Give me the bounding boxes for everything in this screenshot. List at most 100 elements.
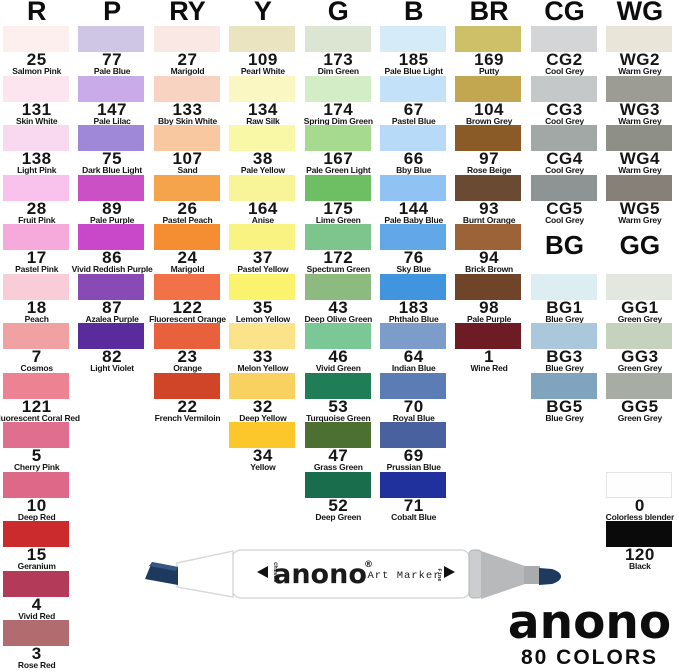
fine-arrow-icon	[444, 566, 455, 578]
swatch-code-27: 27	[177, 50, 198, 69]
swatch-133	[153, 75, 220, 102]
swatch-code-32: 32	[252, 396, 273, 416]
swatch-name-25: Salmon Pink	[12, 66, 62, 76]
swatch-4	[3, 570, 69, 597]
swatch-BG3	[530, 323, 597, 349]
swatch-name-70: Royal Blue	[392, 412, 435, 423]
swatch-32	[229, 372, 296, 399]
swatch-167	[304, 125, 371, 151]
swatch-name-46: Vivid Green	[315, 363, 361, 373]
swatch-code-BG1: BG1	[546, 297, 583, 317]
swatch-24	[153, 224, 220, 250]
swatch-1	[455, 323, 522, 349]
swatch-name-75: Dark Blue Light	[82, 165, 142, 175]
swatch-185	[380, 26, 446, 52]
swatch-name-94: Brick Brown	[465, 264, 514, 274]
swatch-name-147: Pale Lilac	[93, 115, 131, 126]
swatch-name-CG5: Cool Grey	[545, 214, 584, 225]
swatch-75	[78, 125, 145, 151]
swatch-53	[304, 372, 371, 399]
swatch-name-15: Geranium	[17, 561, 56, 571]
swatch-code-34: 34	[252, 446, 273, 465]
column-header-CG: CG	[544, 0, 585, 26]
swatch-name-38: Pale Yellow	[240, 165, 285, 175]
swatch-code-122: 122	[172, 297, 203, 317]
swatch-code-147: 147	[97, 99, 128, 119]
swatch-CG3	[530, 75, 597, 102]
marker-type-text: Art Marker	[367, 570, 440, 582]
swatch-name-33: Melon Yellow	[237, 363, 289, 373]
swatch-134	[229, 75, 296, 102]
swatch-code-75: 75	[102, 149, 123, 168]
swatch-name-167: Pale Green Light	[306, 165, 371, 175]
swatch-code-GG3: GG3	[621, 347, 659, 366]
swatch-GG1	[606, 273, 673, 300]
swatch-104	[455, 75, 522, 102]
swatch-name-7: Cosmos	[20, 363, 54, 373]
swatch-name-5: Cherry Pink	[13, 462, 60, 472]
swatch-WG4	[606, 125, 673, 151]
swatch-name-185: Pale Blue Light	[384, 66, 443, 76]
swatch-43	[304, 273, 371, 300]
swatch-0	[606, 471, 673, 498]
swatch-name-175: Lime Green	[315, 214, 361, 225]
swatch-5	[3, 422, 69, 448]
swatch-code-CG2: CG2	[546, 50, 583, 69]
swatch-183	[380, 273, 446, 300]
swatch-86	[78, 224, 145, 250]
swatch-35	[229, 273, 296, 300]
swatch-15	[3, 521, 69, 547]
column-header-BR: BR	[469, 0, 509, 26]
swatch-name-43: Deep Olive Green	[304, 313, 373, 324]
swatch-name-37: Pastel Yellow	[237, 264, 289, 274]
column-header-R: R	[26, 0, 47, 26]
swatch-code-24: 24	[177, 248, 198, 267]
swatch-code-104: 104	[474, 99, 505, 119]
swatch-name-133: Bby Skin White	[157, 115, 218, 126]
swatch-code-64: 64	[403, 347, 424, 366]
swatch-code-109: 109	[247, 50, 278, 69]
swatch-code-70: 70	[403, 396, 424, 416]
swatch-69	[380, 422, 446, 448]
swatch-name-GG3: Green Grey	[617, 363, 663, 373]
swatch-CG4	[530, 125, 597, 151]
swatch-name-GG5: Green Grey	[617, 412, 663, 423]
marker-left-cone	[176, 550, 234, 598]
swatch-code-87: 87	[102, 297, 123, 317]
swatch-BG5	[530, 372, 597, 399]
swatch-code-37: 37	[252, 248, 273, 267]
column-header-B: B	[403, 0, 424, 26]
swatch-name-183: Phthalo Blue	[388, 313, 439, 324]
swatch-name-GG1: Green Grey	[617, 313, 663, 324]
swatch-code-131: 131	[21, 99, 52, 119]
swatch-name-26: Pastel Peach	[162, 214, 213, 225]
column-header-RY: RY	[169, 0, 206, 26]
swatch-172	[304, 224, 371, 250]
marker-right-cone	[481, 551, 525, 599]
swatch-code-120: 120	[624, 545, 655, 564]
swatch-164	[229, 174, 296, 201]
swatch-code-183: 183	[398, 297, 429, 317]
marker-chisel-label: Chisel	[272, 562, 279, 583]
marker-fine-tip	[539, 568, 561, 585]
swatch-code-3: 3	[31, 644, 42, 663]
swatch-code-GG5: GG5	[621, 396, 659, 416]
swatch-28	[3, 174, 69, 201]
swatch-code-107: 107	[172, 149, 203, 168]
marker-nib-holder	[524, 566, 540, 584]
swatch-code-7: 7	[31, 347, 42, 366]
section-header-GG: GG	[619, 230, 661, 260]
swatch-name-93: Burnt Orange	[462, 214, 516, 225]
swatch-name-71: Cobalt Blue	[391, 511, 437, 522]
swatch-name-97: Rose Beige	[466, 165, 512, 175]
swatch-name-107: Sand	[177, 165, 198, 175]
swatch-code-18: 18	[26, 297, 47, 317]
swatch-code-5: 5	[31, 446, 42, 465]
swatch-name-122: Fluorescent Orange	[149, 313, 226, 324]
swatch-name-64: Indian Blue	[391, 363, 436, 373]
swatch-name-18: Peach	[24, 313, 49, 324]
swatch-27	[153, 26, 220, 52]
swatch-138	[3, 125, 69, 151]
swatch-name-0: Colorless blender	[605, 511, 675, 522]
